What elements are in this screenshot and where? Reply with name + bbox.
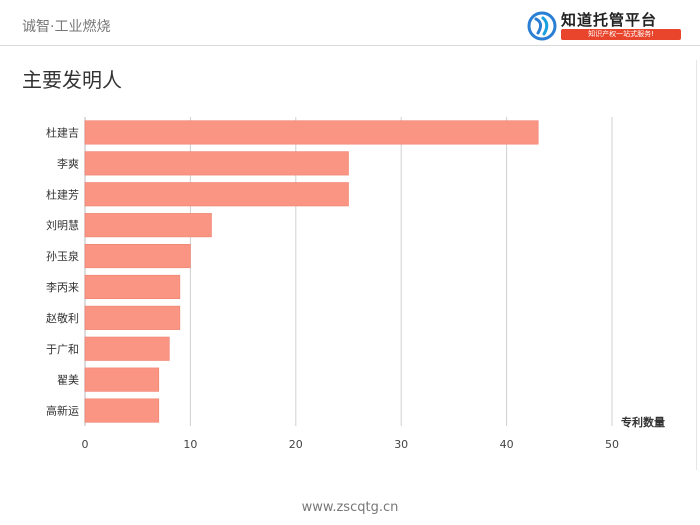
y-tick-label: 杜建芳: [46, 187, 79, 201]
bar: [85, 244, 190, 267]
y-tick-label: 高新运: [46, 404, 79, 418]
bar: [85, 337, 169, 360]
y-tick-label: 李丙来: [46, 280, 79, 294]
x-tick-label: 10: [183, 438, 197, 451]
x-tick-label: 30: [394, 438, 408, 451]
x-tick-label: 50: [605, 438, 619, 451]
y-tick-label: 于广和: [46, 343, 79, 356]
bar: [85, 306, 180, 329]
bar-chart: 0 10 20 30 40 50 杜建吉李爽杜建芳刘明慧孙玉泉李丙来赵敬利于广和翟美高新运专…: [0, 0, 700, 470]
y-tick-label: 杜建吉: [46, 125, 79, 139]
footer-url: www.zscqtg.cn: [0, 500, 700, 515]
x-tick-label: 0: [82, 438, 89, 451]
bar: [85, 121, 538, 144]
y-tick-label: 赵敬利: [46, 311, 79, 325]
x-tick-label: 20: [289, 438, 303, 451]
bar: [85, 213, 211, 236]
x-tick-label: 40: [500, 438, 514, 451]
y-tick-label: 李爽: [57, 156, 79, 170]
y-tick-label: 翟美: [57, 374, 79, 387]
bar: [85, 275, 180, 298]
y-tick-label: 孙玉泉: [46, 249, 79, 263]
x-axis-label: 专利数量: [621, 415, 665, 429]
y-tick-label: 刘明慧: [46, 218, 79, 232]
bar: [85, 183, 349, 206]
bar: [85, 399, 159, 422]
bar: [85, 152, 349, 175]
bar: [85, 368, 159, 391]
